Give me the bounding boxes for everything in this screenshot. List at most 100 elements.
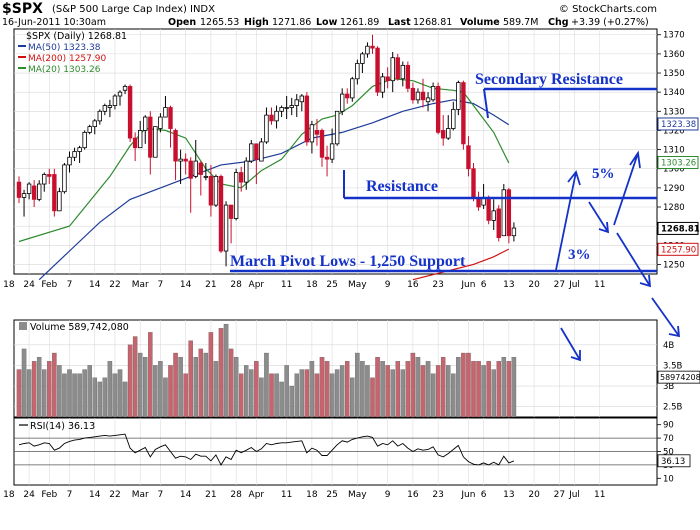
volume-bar (506, 361, 512, 418)
volume-bar (279, 381, 284, 418)
candle-body (446, 128, 451, 139)
candle-body (198, 162, 203, 175)
candle-body (471, 168, 476, 198)
candle-body (334, 110, 340, 145)
candle-body (299, 95, 304, 103)
candle-body (127, 86, 133, 139)
legend-ma50: MA(50) 1323.38 (28, 43, 101, 53)
volume-bar (344, 361, 350, 418)
price-tick-label: 1300 (663, 165, 685, 175)
candle-body (294, 99, 299, 106)
volume-bar (415, 356, 421, 418)
volume-badge-label: 589742080 (660, 373, 700, 382)
candle-body (279, 107, 284, 112)
volume-bar (390, 369, 395, 418)
volume-bar (31, 361, 37, 418)
legend-main: $SPX (Daily) 1268.81 (26, 31, 127, 42)
ma200-line (412, 248, 510, 281)
x-tick-label-top: 21 (205, 280, 216, 290)
candle-body (309, 124, 315, 143)
candle-body (97, 110, 102, 122)
volume-bar (158, 361, 163, 418)
candle-body (269, 114, 274, 122)
volume-bar (264, 352, 269, 418)
price-badge-label: 1303.26 (661, 158, 696, 168)
x-tick-label-top: Jul (568, 280, 580, 290)
x-tick-label-top: 7 (158, 280, 164, 290)
volume-bar (47, 361, 52, 418)
arrow-up-3pct (555, 170, 581, 271)
arrow-down-vol (560, 327, 581, 362)
candle-body (132, 137, 138, 149)
candle-body (244, 160, 249, 183)
x-tick-label-bottom: 9 (385, 490, 391, 500)
volume-bar (350, 377, 355, 418)
candle-body (329, 143, 335, 160)
volume-bar (52, 352, 57, 418)
x-tick-label-bottom: Feb (41, 490, 57, 500)
volume-bar (62, 373, 67, 418)
x-tick-label-top: 18 (306, 280, 318, 290)
x-tick-label-top: 11 (594, 280, 605, 290)
candle-body (254, 143, 259, 160)
x-tick-label-bottom: 21 (205, 490, 216, 500)
volume-bar (163, 377, 168, 418)
candle-body (67, 156, 72, 166)
symbol: $SPX (2, 1, 43, 17)
price-tick-label: 1350 (663, 69, 685, 79)
volume-bar (284, 365, 289, 418)
candle-body (410, 87, 416, 101)
candle-body (52, 174, 57, 212)
candle-body (380, 76, 385, 93)
secondary-connector (483, 88, 489, 119)
volume-bar (26, 369, 32, 418)
x-tick-label-top: 14 (89, 280, 101, 290)
pct5-label: 5% (592, 166, 615, 182)
volume-bar (117, 369, 123, 418)
price-panel (13, 28, 658, 275)
candle-body (188, 160, 193, 179)
price-badge (657, 242, 699, 256)
x-tick-label-top: 27 (554, 280, 565, 290)
volume-bar (16, 369, 22, 418)
candle-body (163, 107, 168, 118)
x-tick-label-bottom: Jun (460, 490, 475, 500)
volume-bar (380, 361, 385, 418)
candle-body (238, 172, 244, 183)
x-tick-label-bottom: 27 (554, 490, 565, 500)
volume-bar (223, 323, 229, 418)
volume-bar (269, 373, 274, 418)
candle-body (350, 78, 355, 99)
rsi-tick-label: 90 (663, 421, 674, 431)
index-name: (S&P 500 Large Cap Index) (52, 4, 187, 15)
volume-bar (274, 373, 279, 418)
volume-bar (481, 365, 486, 418)
volume-bar (304, 369, 310, 418)
candle-body (168, 107, 173, 129)
source-credit: © StockCharts.com (559, 4, 657, 15)
volume-bar (208, 332, 214, 418)
arrow-up-5pct (613, 150, 641, 226)
rsi-panel-label: RSI(14) 36.13 (30, 421, 95, 432)
last-value: 1268.81 (413, 17, 452, 28)
candle-body (208, 175, 214, 206)
volume-bar (122, 381, 128, 418)
volume-bar (107, 361, 113, 418)
candle-body (486, 198, 491, 221)
candle-body (435, 86, 441, 133)
candle-body (360, 53, 365, 64)
candle-body (122, 86, 128, 91)
candle-body (491, 210, 496, 221)
volume-bar (314, 373, 320, 418)
x-tick-label-top: 20 (528, 280, 540, 290)
open-label: Open (168, 17, 196, 28)
candle-body (26, 183, 32, 195)
volume-bar (36, 356, 42, 418)
secondary-resistance-label: Secondary Resistance (475, 71, 623, 88)
volume-bar (339, 365, 345, 418)
candle-body (218, 175, 224, 252)
volume-badge (657, 370, 700, 384)
support-label: March Pivot Lows - 1,250 Support (230, 253, 466, 270)
x-tick-label-bottom: Apr (249, 490, 265, 500)
candle-body (259, 141, 264, 162)
